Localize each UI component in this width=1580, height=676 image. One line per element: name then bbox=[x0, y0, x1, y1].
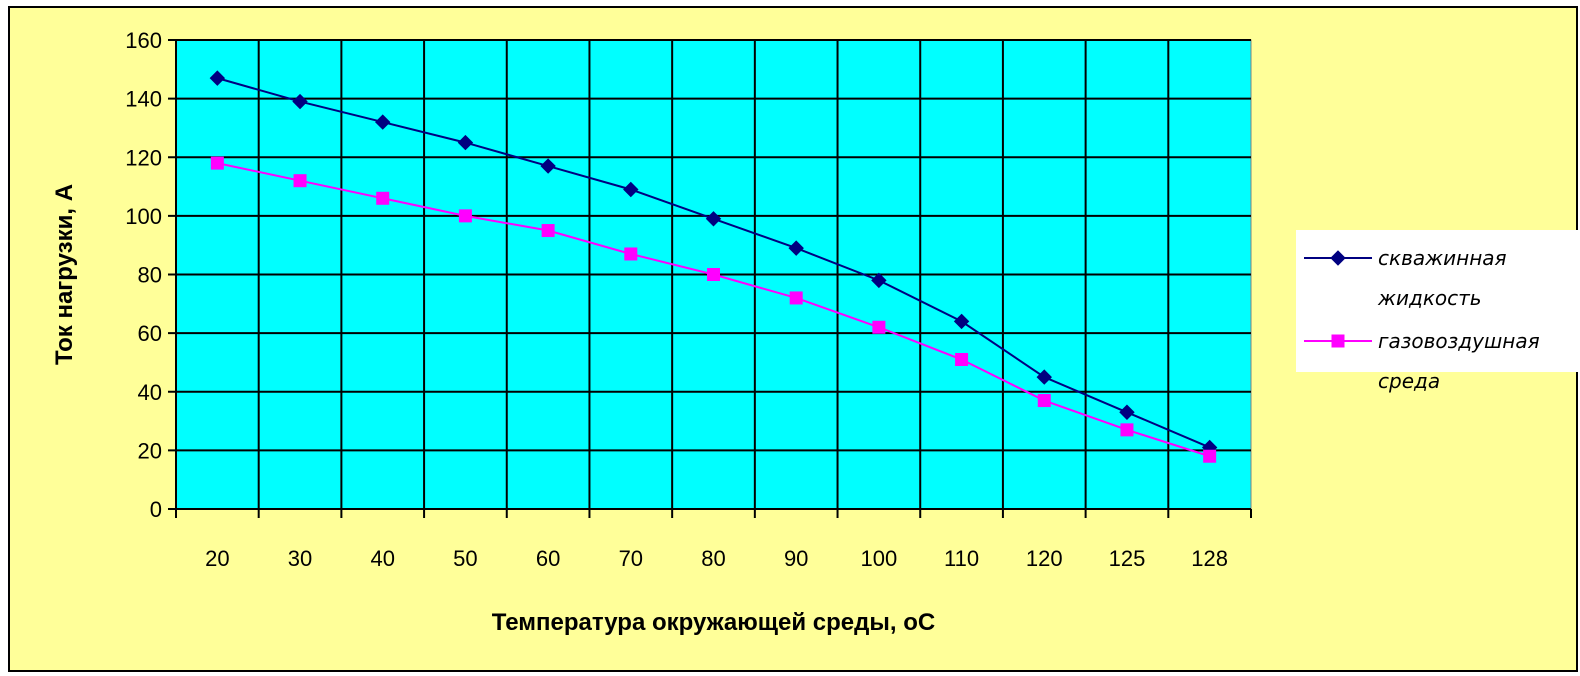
legend-label: скважинная bbox=[1378, 246, 1507, 270]
x-tick-label: 80 bbox=[701, 546, 725, 571]
legend-box bbox=[1296, 230, 1578, 372]
x-tick-label: 100 bbox=[861, 546, 898, 571]
data-point bbox=[871, 272, 887, 289]
data-point bbox=[789, 291, 803, 305]
data-point bbox=[457, 134, 474, 151]
data-point bbox=[872, 320, 886, 334]
series-1 bbox=[209, 70, 1218, 456]
y-tick-label: 160 bbox=[125, 28, 162, 53]
x-tick-label: 90 bbox=[784, 546, 808, 571]
y-tick-label: 40 bbox=[138, 380, 162, 405]
y-tick-label: 120 bbox=[125, 145, 162, 170]
data-point bbox=[209, 70, 226, 86]
x-axis-title: Температура окружающей среды, оС bbox=[492, 609, 935, 636]
data-point bbox=[1037, 394, 1051, 408]
x-tick-label: 40 bbox=[370, 546, 394, 571]
series-2 bbox=[210, 156, 1217, 463]
data-point bbox=[292, 93, 308, 110]
data-point bbox=[1120, 423, 1134, 437]
legend-label: газовоздушная bbox=[1378, 329, 1540, 353]
data-point bbox=[707, 268, 720, 281]
data-point bbox=[705, 211, 722, 227]
legend-item: газовоздушная среда bbox=[1304, 329, 1540, 393]
x-tick-label: 30 bbox=[288, 546, 312, 571]
data-point bbox=[210, 156, 224, 170]
y-axis-title: Ток нагрузки, А bbox=[51, 184, 78, 365]
y-tick-label: 60 bbox=[138, 321, 162, 346]
legend-marker bbox=[1330, 250, 1346, 266]
legend-label: жидкость bbox=[1377, 286, 1482, 310]
legend-item: скважинная жидкость bbox=[1304, 246, 1507, 310]
series-layer bbox=[209, 70, 1218, 463]
data-point bbox=[1119, 404, 1135, 420]
data-point bbox=[788, 240, 804, 256]
x-tick-label: 120 bbox=[1026, 546, 1063, 571]
data-point bbox=[376, 191, 390, 205]
legend-marker bbox=[1331, 334, 1345, 348]
y-tick-label: 0 bbox=[150, 497, 162, 522]
x-tick-label: 60 bbox=[536, 546, 560, 571]
legend: скважинная жидкость газовоздушная среда bbox=[1296, 230, 1578, 393]
data-point bbox=[293, 174, 307, 188]
x-tick-label: 50 bbox=[453, 546, 477, 571]
data-point bbox=[541, 224, 555, 238]
x-tick-label: 128 bbox=[1191, 546, 1228, 571]
data-point bbox=[1036, 369, 1052, 385]
grid-lines bbox=[176, 39, 1251, 509]
x-tick-label: 110 bbox=[944, 546, 979, 571]
y-tick-label: 80 bbox=[138, 263, 162, 288]
data-point bbox=[955, 353, 969, 367]
x-tick-label: 20 bbox=[205, 546, 229, 571]
data-point bbox=[953, 313, 970, 330]
x-tick-label: 125 bbox=[1109, 546, 1146, 571]
legend-label: среда bbox=[1378, 369, 1440, 393]
data-point bbox=[458, 209, 472, 223]
y-axis-ticks: 0 20 40 60 80 100 120 140 160 bbox=[125, 28, 176, 522]
y-tick-label: 100 bbox=[125, 204, 162, 229]
data-point bbox=[624, 247, 638, 261]
data-point bbox=[1203, 449, 1217, 463]
y-tick-label: 20 bbox=[138, 438, 162, 463]
x-tick-label: 70 bbox=[619, 546, 643, 571]
data-point bbox=[623, 181, 639, 198]
y-tick-label: 140 bbox=[125, 87, 162, 112]
data-point bbox=[375, 114, 391, 130]
x-axis-ticks: 20 30 40 50 60 70 80 90 100 110 120 125 128 bbox=[175, 509, 1252, 571]
data-point bbox=[540, 158, 556, 174]
